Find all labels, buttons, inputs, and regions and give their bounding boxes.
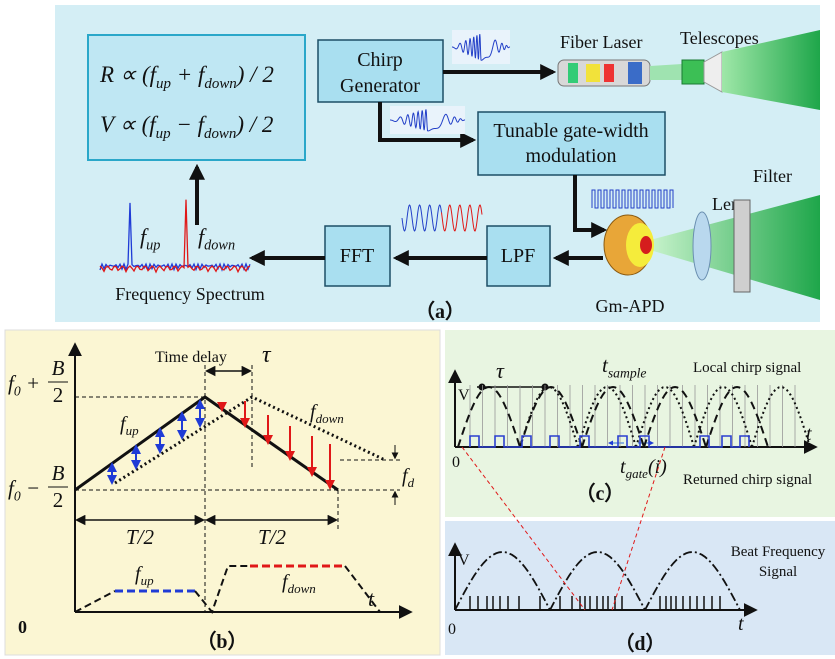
subscript: gate: [626, 466, 649, 481]
beam: [650, 64, 682, 80]
freq-label: B: [52, 356, 65, 380]
telescopes-label: Telescopes: [680, 28, 759, 48]
box-label: Tunable gate-width: [493, 120, 648, 142]
text-run: ) / 2: [235, 62, 274, 87]
text-run: V ∝ (f: [100, 112, 159, 137]
caption: （c）: [576, 482, 625, 505]
subscript: up: [156, 126, 171, 142]
freq-label: B: [52, 461, 65, 485]
axis-label: V: [458, 387, 470, 404]
formula-box: [88, 35, 305, 160]
subscript: down: [204, 126, 236, 142]
legend-label: Returned chirp signal: [683, 472, 812, 488]
box-label: Chirp: [357, 49, 403, 71]
time-delay-label: Time delay: [155, 349, 227, 366]
laser-part: [628, 62, 642, 84]
subscript: up: [141, 573, 155, 588]
legend-label: Beat Frequency: [731, 544, 826, 560]
tau: τ: [262, 342, 272, 368]
period-label: T/2: [258, 525, 287, 549]
tau-marker: [479, 384, 486, 391]
axis-label: t: [738, 613, 744, 635]
laser-part: [586, 64, 600, 82]
subscript: down: [316, 411, 344, 426]
freq-label: 2: [53, 488, 64, 512]
subscript: sample: [608, 365, 647, 380]
origin: 0: [448, 621, 456, 638]
origin: 0: [452, 454, 460, 471]
subscript: up: [146, 238, 160, 254]
laser-part: [568, 63, 578, 83]
text-run: R ∝ (f: [99, 62, 160, 87]
detector-label: Gm-APD: [595, 296, 664, 316]
text-run: +: [21, 371, 40, 395]
axis-label: V: [458, 552, 470, 569]
text-run: −: [21, 476, 40, 500]
origin: 0: [18, 617, 27, 637]
text-run: + f: [171, 62, 208, 87]
subscript: down: [204, 76, 236, 92]
filter-label: Filter: [753, 166, 792, 186]
legend-label: Signal: [759, 564, 797, 580]
laser-part: [604, 64, 614, 82]
detector: [640, 236, 652, 254]
box-label: FFT: [340, 245, 374, 267]
period-label: T/2: [126, 525, 155, 549]
subscript: down: [288, 581, 316, 596]
caption: （d）: [614, 632, 665, 655]
tau: τ: [496, 358, 505, 383]
freq-label: f0 +: [8, 371, 40, 398]
caption: （a）: [415, 300, 465, 323]
subscript: d: [408, 475, 415, 490]
fiber-laser-label: Fiber Laser: [560, 32, 642, 52]
subscript: down: [204, 238, 235, 254]
lens: [693, 212, 711, 280]
figure: R ∝ (fup + fdown) / 2 V ∝ (fup − fdown) …: [0, 0, 835, 659]
freq-label: f0 −: [8, 476, 40, 503]
box-label: modulation: [525, 145, 616, 167]
freq-label: 2: [53, 383, 64, 407]
axis-label: t: [368, 586, 375, 611]
box-label: Generator: [340, 75, 420, 97]
text-run: − f: [171, 112, 208, 137]
subscript: up: [126, 423, 140, 438]
spectrum-label: Frequency Spectrum: [115, 284, 264, 304]
legend-label: Local chirp signal: [693, 360, 801, 376]
filter: [734, 200, 750, 292]
caption: （b）: [196, 630, 247, 653]
text-run: ) / 2: [234, 112, 273, 137]
text-run: (i): [648, 456, 667, 478]
subscript: up: [156, 76, 171, 92]
box-label: LPF: [501, 245, 535, 267]
telescope: [682, 60, 704, 84]
